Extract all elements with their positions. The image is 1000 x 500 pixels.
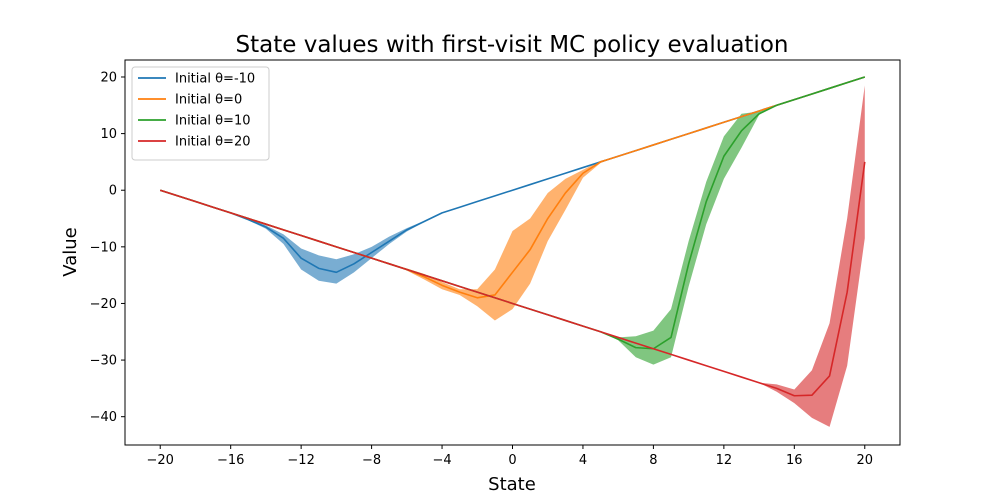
- legend-label-initial-theta-10: Initial θ=10: [175, 114, 251, 129]
- y-tick-label: 10: [100, 127, 117, 142]
- legend-box: [131, 66, 270, 161]
- x-tick-label: 0: [508, 453, 516, 468]
- y-tick-label: −30: [90, 354, 117, 369]
- line-initial-theta-20: [159, 161, 866, 397]
- x-axis-title: State: [488, 474, 536, 495]
- y-tick-label: 20: [100, 70, 117, 85]
- x-tick-label: −8: [362, 453, 381, 468]
- legend-label-initial-theta-0: Initial θ=0: [175, 93, 242, 108]
- legend: Initial θ=-10 Initial θ=0 Initial θ=10 Init…: [131, 66, 270, 161]
- x-tick-label: −4: [432, 453, 451, 468]
- legend-label-initial-theta-10: Initial θ=-10: [175, 72, 255, 87]
- x-tick-label: −20: [147, 453, 174, 468]
- x-tick-label: 4: [579, 453, 587, 468]
- y-axis-title: Value: [60, 227, 81, 276]
- y-tick-label: 0: [109, 184, 117, 199]
- x-tick-label: −16: [217, 453, 244, 468]
- x-tick-label: 16: [786, 453, 803, 468]
- x-axis-ticks: −20 −16 −12 −8 −4 0 4 8 12 16 20: [147, 445, 873, 468]
- y-tick-label: −10: [90, 240, 117, 255]
- chart-title: State values with first-visit MC policy …: [236, 32, 789, 58]
- x-tick-label: −12: [287, 453, 314, 468]
- x-tick-label: 20: [856, 453, 873, 468]
- x-tick-label: 8: [649, 453, 657, 468]
- y-tick-label: −40: [90, 410, 117, 425]
- legend-label-initial-theta-20: Initial θ=20: [175, 135, 251, 150]
- x-tick-label: 12: [716, 453, 733, 468]
- y-axis-ticks: −40 −30 −20 −10 0 10 20: [90, 70, 125, 425]
- band-initial-theta-20: [160, 85, 865, 427]
- y-tick-label: −20: [90, 297, 117, 312]
- series-lines: [159, 76, 866, 397]
